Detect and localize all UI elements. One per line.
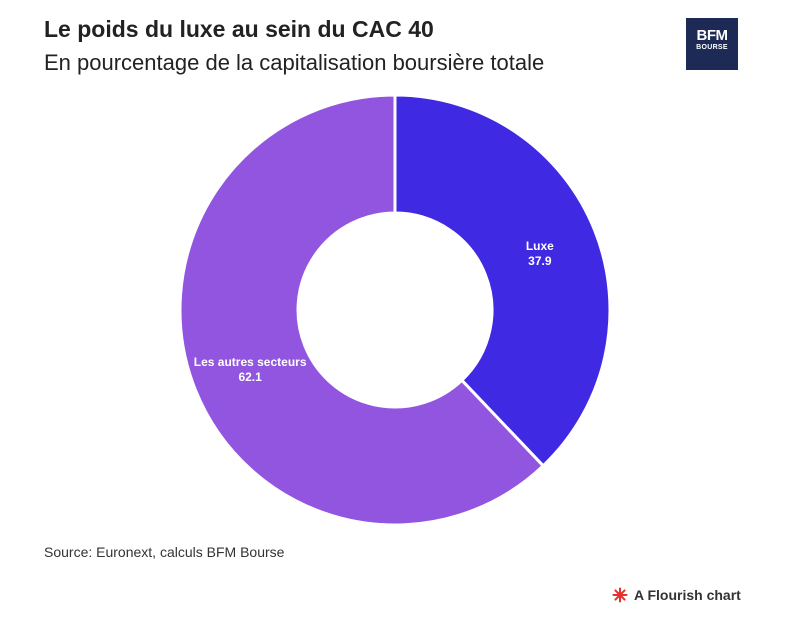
bfm-bourse-logo: BFM BOURSE <box>686 18 738 70</box>
flourish-credit-label: A Flourish chart <box>634 587 741 603</box>
slice-value-luxe: 37.9 <box>528 254 552 268</box>
logo-line1: BFM <box>696 27 729 44</box>
slice-label-luxe: Luxe <box>526 239 554 253</box>
slice-value-les-autres-secteurs: 62.1 <box>238 370 262 384</box>
slice-luxe[interactable] <box>393 93 612 468</box>
source-note: Source: Euronext, calculs BFM Bourse <box>44 544 285 560</box>
chart-subtitle: En pourcentage de la capitalisation bour… <box>44 50 545 75</box>
slice-label-les-autres-secteurs: Les autres secteurs <box>194 355 307 369</box>
logo-line2: BOURSE <box>696 44 728 51</box>
chart-title: Le poids du luxe au sein du CAC 40 <box>44 16 434 42</box>
slice-les-autres-secteurs[interactable] <box>178 93 545 527</box>
flourish-credit-link[interactable]: A Flourish chart <box>612 587 741 603</box>
flourish-star-icon <box>612 587 628 603</box>
